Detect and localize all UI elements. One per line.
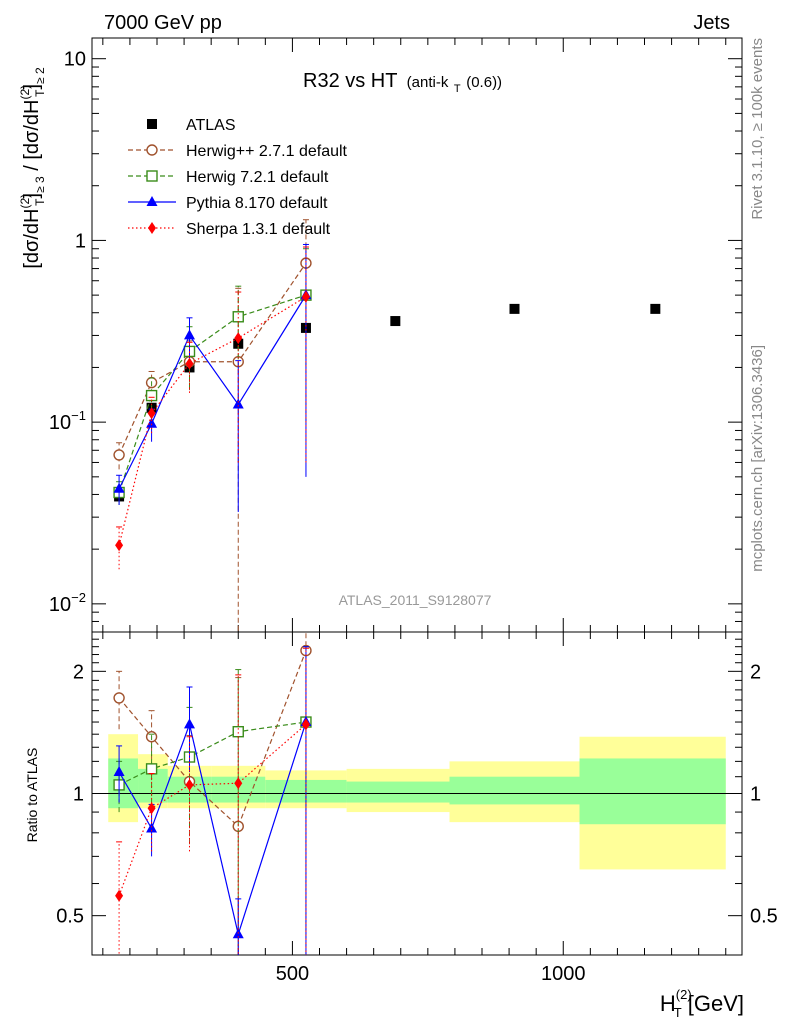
title-sub-sub: T <box>454 83 461 95</box>
ratio-series-3 <box>115 647 310 955</box>
legend-marker-4 <box>148 222 156 234</box>
series-2-point-0 <box>113 482 125 493</box>
ratio-bands <box>108 734 726 870</box>
y-tick-label-1: 10−1 <box>49 408 86 434</box>
side-text-top: Rivet 3.1.10, ≥ 100k events <box>749 38 766 220</box>
legend-label-2: Herwig 7.2.1 default <box>186 169 329 186</box>
header-left: 7000 GeV pp <box>104 12 222 34</box>
ratio-series-line-0 <box>118 650 307 828</box>
band-green-6 <box>449 776 580 805</box>
y-tick-label-0: 10−2 <box>49 590 86 616</box>
series-0 <box>113 219 312 632</box>
ratio-series-3-point-1 <box>147 802 156 815</box>
series-3-point-2 <box>185 357 194 370</box>
series-3-point-4 <box>301 290 310 303</box>
title-sub-post: (0.6)) <box>466 74 502 91</box>
ratio-series-3-point-3 <box>234 777 243 790</box>
reference-series <box>114 303 661 502</box>
ratio-y-tick-label-right-0: 0.5 <box>750 906 778 928</box>
analysis-watermark: ATLAS_2011_S9128077 <box>339 592 492 608</box>
ratio-series-2 <box>113 646 312 955</box>
ratio-series-3-point-0 <box>115 889 124 902</box>
main-panel: 10−2 10−1 1 10 ATLAS Herwig++ 2.7.1 default He… <box>49 37 743 633</box>
legend-marker-1 <box>146 144 158 156</box>
atlas-point-7 <box>650 303 661 314</box>
series-1-point-1 <box>145 389 158 402</box>
ratio-y-tick-label-right-1: 1 <box>750 784 761 806</box>
series-line-3 <box>118 296 307 546</box>
y-tick-label-2: 1 <box>75 230 86 252</box>
band-green-7 <box>579 758 726 825</box>
legend: ATLAS Herwig++ 2.7.1 default Herwig 7.2.1 … <box>128 117 348 238</box>
y-axis-label: [dσ/dH(2)T]≥ 3 / [dσ/dH(2)T]≥ 2 <box>18 67 47 269</box>
ratio-series-2-point-1 <box>146 822 158 833</box>
legend-label-3: Pythia 8.170 default <box>186 195 328 212</box>
x-tick-label-0: 500 <box>276 963 309 985</box>
ratio-y-tick-label-right-2: 2 <box>750 661 761 683</box>
ratio-y-tick-label-left-2: 2 <box>73 661 84 683</box>
series-2-point-3 <box>232 398 244 409</box>
ratio-series-1-point-1 <box>145 763 158 775</box>
ratio-series-2-point-2 <box>184 718 195 729</box>
band-green-5 <box>346 781 450 803</box>
ratio-axis-label: Ratio to ATLAS <box>24 748 40 843</box>
series-3-point-3 <box>234 332 243 345</box>
series-2-point-2 <box>184 329 195 340</box>
series-2-point-1 <box>146 417 158 428</box>
atlas-point-6 <box>509 303 520 314</box>
series-3-point-1 <box>147 407 156 420</box>
legend-label-1: Herwig++ 2.7.1 default <box>186 143 348 160</box>
legend-label-4: Sherpa 1.3.1 default <box>186 221 331 238</box>
ratio-series-3-point-2 <box>185 778 194 791</box>
ratio-y-tick-label-left-0: 0.5 <box>56 906 84 928</box>
series-2 <box>113 243 312 513</box>
ratio-series-line-2 <box>118 721 307 937</box>
ratio-y-tick-label-left-1: 1 <box>73 784 84 806</box>
series-0-point-0 <box>113 449 125 461</box>
ratio-panel: 500 1000 0.5 0.5 1 1 2 2 <box>56 631 778 985</box>
ratio-series-3-point-4 <box>301 718 310 731</box>
x-axis-label: H(2) T [GeV] <box>660 987 744 1020</box>
ratio-series-0-point-0 <box>113 692 125 704</box>
atlas-point-5 <box>390 316 401 327</box>
ratio-series-line-3 <box>118 723 307 896</box>
series-3-point-0 <box>115 539 124 552</box>
legend-marker-0 <box>147 119 157 129</box>
ratio-series-2-point-0 <box>113 765 125 776</box>
side-text-bottom: mcplots.cern.ch [arXiv:1306.3436] <box>749 345 766 572</box>
legend-label-0: ATLAS <box>186 117 236 134</box>
x-tick-label-1: 1000 <box>541 963 586 985</box>
title-main: R32 vs HT <box>303 70 397 92</box>
legend-marker-2 <box>146 170 158 182</box>
series-3 <box>115 246 310 570</box>
y-tick-label-3: 10 <box>64 49 86 71</box>
header-right: Jets <box>693 12 730 34</box>
series-1 <box>113 248 312 505</box>
title-sub-pre: (anti-k <box>407 74 449 91</box>
legend-marker-3 <box>146 196 158 206</box>
plot-title: R32 vs HT (anti-k T (0.6)) <box>303 70 502 97</box>
